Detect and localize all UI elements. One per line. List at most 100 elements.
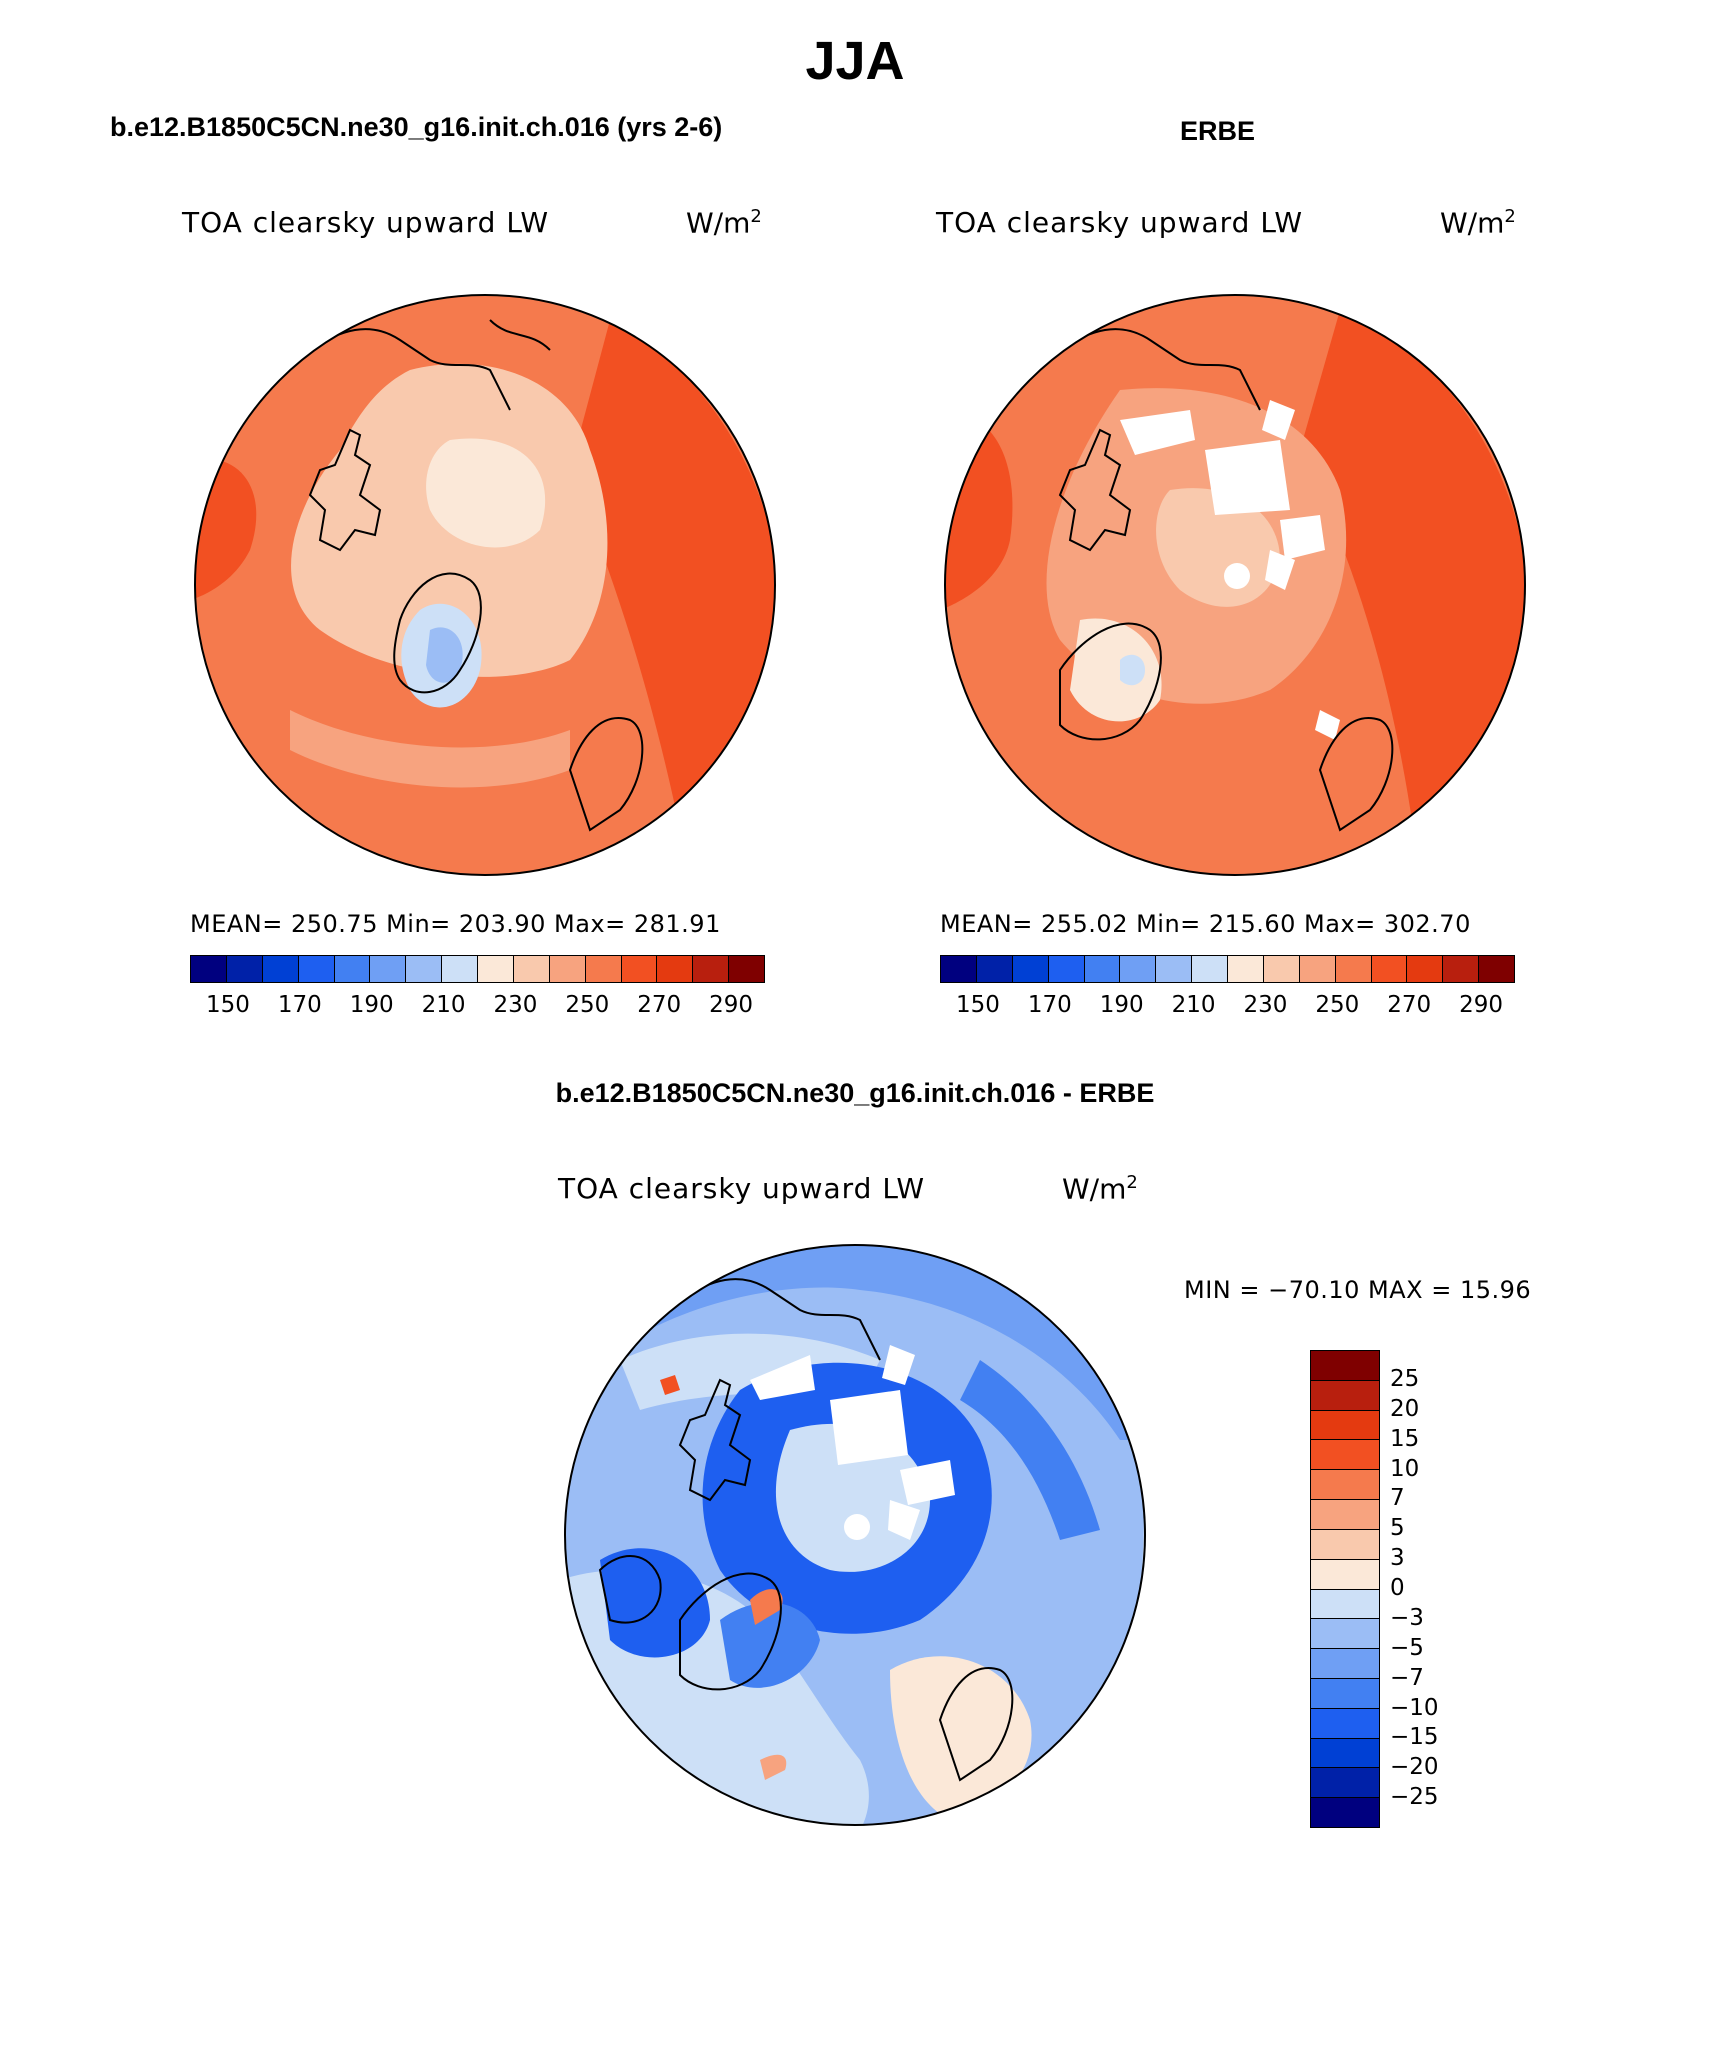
colorbar-swatch: [621, 956, 658, 982]
colorbar-tick-label: 150: [955, 992, 1000, 1018]
colorbar-swatch: [1084, 956, 1121, 982]
diff-colorbar: [1310, 1350, 1380, 1828]
panel1-variable: TOA clearsky upward LW: [182, 206, 550, 239]
colorbar-swatch: [1311, 1410, 1379, 1441]
colorbar-tick-label: −25: [1390, 1784, 1439, 1811]
colorbar-tick-label: 230: [493, 992, 538, 1018]
colorbar-swatch: [693, 956, 730, 982]
colorbar-swatch: [442, 956, 478, 982]
colorbar-swatch: [1192, 956, 1228, 982]
colorbar-swatch: [1311, 1440, 1379, 1471]
colorbar-swatch: [1311, 1470, 1379, 1501]
panel3-stats: MIN = −70.10 MAX = 15.96: [1184, 1276, 1532, 1304]
colorbar-swatch: [1311, 1798, 1379, 1827]
panel1-header: b.e12.B1850C5CN.ne30_g16.init.ch.016 (yr…: [110, 112, 723, 142]
panel3-map: [564, 1244, 1146, 1826]
diff-colorbar-labels: 25 20 15 10 7 5 3 0 −3 −5 −7 −10 −15 −20 −25: [1390, 1350, 1510, 1828]
colorbar-tick-label: 270: [637, 992, 682, 1018]
colorbar-swatch: [1443, 956, 1480, 982]
panel1-map: [194, 294, 776, 876]
panel3-header: b.e12.B1850C5CN.ne30_g16.init.ch.016 - E…: [555, 1078, 1155, 1108]
panel2-header: ERBE: [1180, 116, 1256, 146]
colorbar-tick-label: 290: [709, 992, 753, 1018]
colorbar-tick-label: 210: [1171, 992, 1216, 1018]
colorbar-swatch: [1311, 1589, 1379, 1620]
colorbar-swatch: [1479, 956, 1514, 982]
colorbar-swatch: [976, 956, 1013, 982]
panel2-colorbar: [940, 955, 1515, 983]
colorbar-swatch: [1311, 1738, 1379, 1769]
colorbar-swatch: [1311, 1619, 1379, 1650]
panel1-stats: MEAN= 250.75 Min= 203.90 Max= 281.91: [190, 910, 721, 938]
panel2-colorbar-labels: 150 170 190 210 230 250 270 290: [940, 992, 1515, 1022]
colorbar-swatch: [1311, 1768, 1379, 1799]
colorbar-tick-label: −10: [1390, 1694, 1439, 1721]
figure-title: JJA: [805, 31, 905, 91]
colorbar-swatch: [1311, 1678, 1379, 1709]
colorbar-swatch: [729, 956, 764, 982]
colorbar-swatch: [191, 956, 227, 982]
colorbar-swatch: [513, 956, 550, 982]
colorbar-tick-label: 250: [1315, 992, 1360, 1018]
colorbar-swatch: [1311, 1500, 1379, 1530]
panel1-colorbar: [190, 955, 765, 983]
colorbar-tick-label: 250: [565, 992, 610, 1018]
panel3-variable: TOA clearsky upward LW: [558, 1172, 926, 1205]
colorbar-tick-label: −5: [1390, 1634, 1424, 1661]
colorbar-swatch: [1228, 956, 1264, 982]
colorbar-tick-label: 15: [1390, 1425, 1420, 1452]
colorbar-swatch: [1156, 956, 1193, 982]
colorbar-tick-label: 170: [277, 992, 322, 1018]
colorbar-swatch: [1311, 1649, 1379, 1679]
colorbar-swatch: [1335, 956, 1372, 982]
colorbar-swatch: [1048, 956, 1085, 982]
colorbar-tick-label: −15: [1390, 1724, 1439, 1751]
colorbar-tick-label: 190: [1099, 992, 1144, 1018]
colorbar-swatch: [478, 956, 514, 982]
colorbar-tick-label: −7: [1390, 1664, 1424, 1691]
colorbar-swatch: [1263, 956, 1300, 982]
colorbar-tick-label: 20: [1390, 1395, 1420, 1422]
panel2-units: W/m2: [1440, 206, 1516, 240]
colorbar-swatch: [1311, 1529, 1379, 1560]
colorbar-swatch: [298, 956, 335, 982]
colorbar-swatch: [334, 956, 371, 982]
colorbar-swatch: [549, 956, 586, 982]
colorbar-swatch: [406, 956, 443, 982]
colorbar-swatch: [941, 956, 977, 982]
colorbar-swatch: [1120, 956, 1157, 982]
colorbar-swatch: [1012, 956, 1049, 982]
colorbar-tick-label: 230: [1243, 992, 1288, 1018]
colorbar-swatch: [370, 956, 407, 982]
colorbar-tick-label: 170: [1027, 992, 1072, 1018]
panel2-variable: TOA clearsky upward LW: [936, 206, 1304, 239]
colorbar-tick-label: 150: [205, 992, 250, 1018]
colorbar-tick-label: 210: [421, 992, 466, 1018]
colorbar-swatch: [1371, 956, 1408, 982]
colorbar-swatch: [1299, 956, 1336, 982]
colorbar-swatch: [1311, 1351, 1379, 1381]
colorbar-swatch: [1311, 1380, 1379, 1411]
colorbar-tick-label: 290: [1459, 992, 1503, 1018]
colorbar-swatch: [262, 956, 299, 982]
panel1-colorbar-labels: 150 170 190 210 230 250 270 290: [190, 992, 765, 1022]
colorbar-swatch: [585, 956, 622, 982]
panel3-units: W/m2: [1062, 1172, 1138, 1206]
colorbar-tick-label: −3: [1390, 1604, 1424, 1631]
colorbar-tick-label: 3: [1390, 1545, 1405, 1572]
panel2-map: [944, 294, 1526, 876]
colorbar-tick-label: 0: [1390, 1575, 1405, 1601]
colorbar-tick-label: 270: [1387, 992, 1432, 1018]
colorbar-swatch: [226, 956, 263, 982]
colorbar-swatch: [1311, 1559, 1379, 1590]
colorbar-swatch: [1407, 956, 1444, 982]
colorbar-tick-label: −20: [1390, 1754, 1439, 1781]
colorbar-tick-label: 25: [1390, 1365, 1420, 1392]
colorbar-tick-label: 10: [1390, 1455, 1420, 1482]
colorbar-tick-label: 7: [1390, 1485, 1405, 1512]
colorbar-tick-label: 5: [1390, 1515, 1405, 1542]
colorbar-swatch: [657, 956, 694, 982]
colorbar-swatch: [1311, 1708, 1379, 1739]
panel2-stats: MEAN= 255.02 Min= 215.60 Max= 302.70: [940, 910, 1471, 938]
colorbar-tick-label: 190: [349, 992, 394, 1018]
